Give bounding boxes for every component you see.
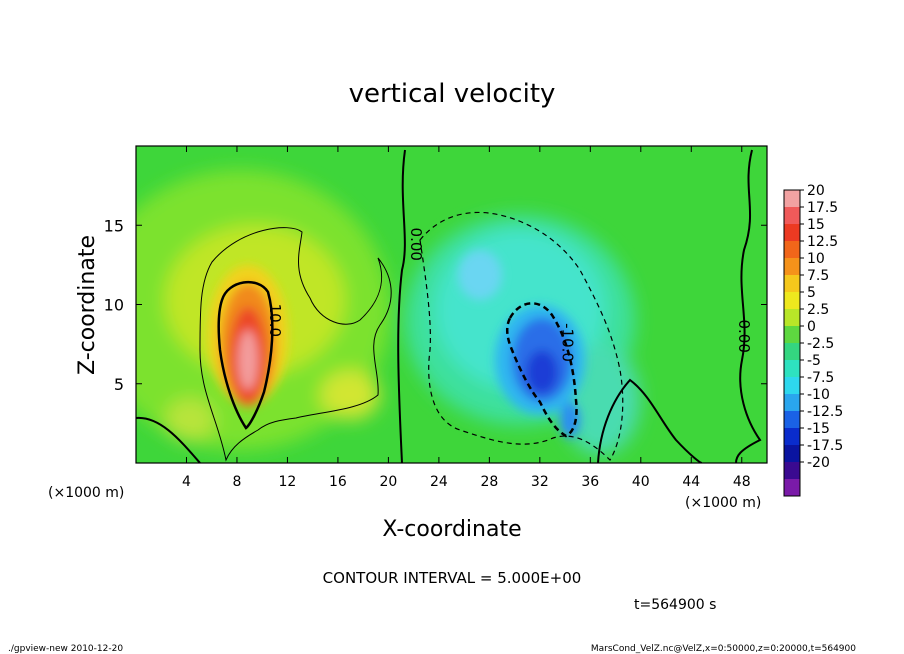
colorbar-label: 2.5 bbox=[807, 302, 829, 318]
contour-label: 10.0 bbox=[266, 304, 284, 337]
x-tick-label: 36 bbox=[581, 474, 599, 490]
positive-core bbox=[238, 330, 258, 390]
negative-core bbox=[526, 350, 558, 394]
y-axis-label: Z-coordinate bbox=[75, 235, 100, 375]
negative-core bbox=[458, 250, 502, 300]
colorbar-cell bbox=[784, 207, 800, 224]
weak-positive-blob bbox=[320, 370, 380, 420]
x-tick-label: 12 bbox=[279, 474, 297, 490]
colorbar-cell bbox=[784, 326, 800, 343]
x-tick-label: 16 bbox=[329, 474, 347, 490]
colorbar-label: -2.5 bbox=[807, 336, 834, 352]
y-axis: 5 10 15 bbox=[104, 216, 767, 394]
colorbar-label: 0 bbox=[807, 319, 816, 335]
colorbar-cell bbox=[784, 343, 800, 360]
colorbar-cell bbox=[784, 241, 800, 258]
weak-positive-blob bbox=[165, 398, 215, 442]
colorbar-label: -15 bbox=[807, 421, 830, 437]
contour-5 bbox=[199, 227, 392, 462]
contour-zero-bottom bbox=[597, 378, 703, 463]
colorbar-cell bbox=[784, 462, 800, 479]
colorbar-label: 12.5 bbox=[807, 234, 838, 250]
y-tick-label: 10 bbox=[104, 296, 124, 315]
footer-left: ./gpview-new 2010-12-20 bbox=[8, 644, 123, 654]
x-tick-label: 44 bbox=[682, 474, 700, 490]
contour-neg10 bbox=[506, 302, 578, 438]
x-tick-label: 24 bbox=[430, 474, 448, 490]
x-unit-right: (×1000 m) bbox=[685, 495, 761, 511]
colorbar-cell bbox=[784, 360, 800, 377]
x-tick-label: 8 bbox=[232, 474, 241, 490]
colorbar-cell bbox=[784, 479, 800, 496]
colorbar-label: -10 bbox=[807, 387, 830, 403]
x-tick-label: 28 bbox=[480, 474, 498, 490]
colorbar-label: -17.5 bbox=[807, 438, 843, 454]
contour-labels: 10.0 0.00 -10.0 0.00 bbox=[266, 228, 753, 362]
colorbar-label: -7.5 bbox=[807, 370, 834, 386]
colorbar-cell bbox=[784, 411, 800, 428]
colorbar-label: 7.5 bbox=[807, 268, 829, 284]
colorbar-cell bbox=[784, 292, 800, 309]
y-tick-label: 5 bbox=[114, 375, 124, 394]
contour-label: 0.00 bbox=[407, 228, 425, 261]
colorbar-cell bbox=[784, 224, 800, 241]
colorbar-cell bbox=[784, 394, 800, 411]
colorbar-label: -20 bbox=[807, 455, 830, 471]
colorbar-cell bbox=[784, 275, 800, 292]
contour-zero-bottom-left bbox=[136, 416, 201, 463]
x-axis: 4 8 12 16 20 24 28 32 36 40 44 48 bbox=[182, 146, 751, 490]
contour-label: 0.00 bbox=[735, 319, 753, 352]
x-axis-label: X-coordinate bbox=[382, 517, 521, 542]
colorbar-label: 17.5 bbox=[807, 200, 838, 216]
x-tick-label: 32 bbox=[531, 474, 549, 490]
contour-zero-left bbox=[397, 149, 406, 463]
x-tick-label: 4 bbox=[182, 474, 191, 490]
colorbar-label: -5 bbox=[807, 353, 821, 369]
contour-zero-right bbox=[735, 149, 762, 463]
contour-interval-text: CONTOUR INTERVAL = 5.000E+00 bbox=[323, 569, 582, 587]
colorbar-cell bbox=[784, 377, 800, 394]
contour-10 bbox=[217, 280, 274, 430]
x-unit-left: (×1000 m) bbox=[48, 485, 124, 501]
contour-neg5 bbox=[419, 211, 624, 461]
y-tick-label: 15 bbox=[104, 216, 124, 235]
colorbar-label: 20 bbox=[807, 183, 825, 199]
colorbar: 2017.51512.5107.552.50-2.5-5-7.5-10-12.5… bbox=[783, 183, 843, 497]
x-tick-label: 48 bbox=[733, 474, 751, 490]
contour-label: -10.0 bbox=[559, 323, 577, 362]
chart-title: vertical velocity bbox=[349, 79, 556, 109]
colorbar-cell bbox=[784, 428, 800, 445]
colorbar-cell bbox=[784, 445, 800, 462]
footer-right: MarsCond_VelZ.nc@VelZ,x=0:50000,z=0:2000… bbox=[591, 644, 856, 654]
colorbar-label: 15 bbox=[807, 217, 825, 233]
negative-core bbox=[560, 402, 580, 438]
colorbar-cell bbox=[784, 258, 800, 275]
colorbar-cell bbox=[784, 309, 800, 326]
colorbar-label: 10 bbox=[807, 251, 825, 267]
x-tick-label: 40 bbox=[632, 474, 650, 490]
colorbar-cell bbox=[784, 190, 800, 207]
time-text: t=564900 s bbox=[634, 597, 716, 613]
x-tick-label: 20 bbox=[379, 474, 397, 490]
velocity-field bbox=[136, 146, 767, 463]
contour-lines bbox=[136, 149, 762, 463]
colorbar-label: 5 bbox=[807, 285, 816, 301]
colorbar-label: -12.5 bbox=[807, 404, 843, 420]
